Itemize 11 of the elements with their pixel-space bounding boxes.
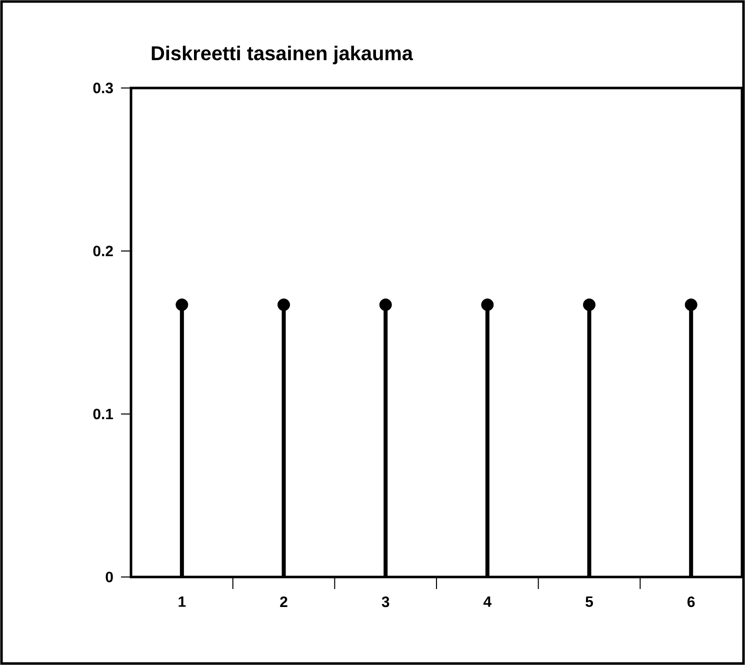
y-tick-label: 0.3 (93, 82, 113, 94)
x-tick-label: 2 (280, 596, 288, 607)
x-tick-label: 5 (586, 596, 593, 607)
y-tick-label: 0 (106, 572, 113, 582)
y-tick-label: 0.1 (93, 408, 114, 420)
y-tick-label: 0.2 (93, 246, 113, 256)
x-tick-label: 1 (178, 596, 186, 607)
x-tick-label: 4 (483, 596, 492, 607)
x-tick-label: 3 (382, 596, 390, 608)
chart-title: Diskreetti tasainen jakauma (152, 46, 414, 64)
x-tick-label: 6 (687, 596, 695, 608)
